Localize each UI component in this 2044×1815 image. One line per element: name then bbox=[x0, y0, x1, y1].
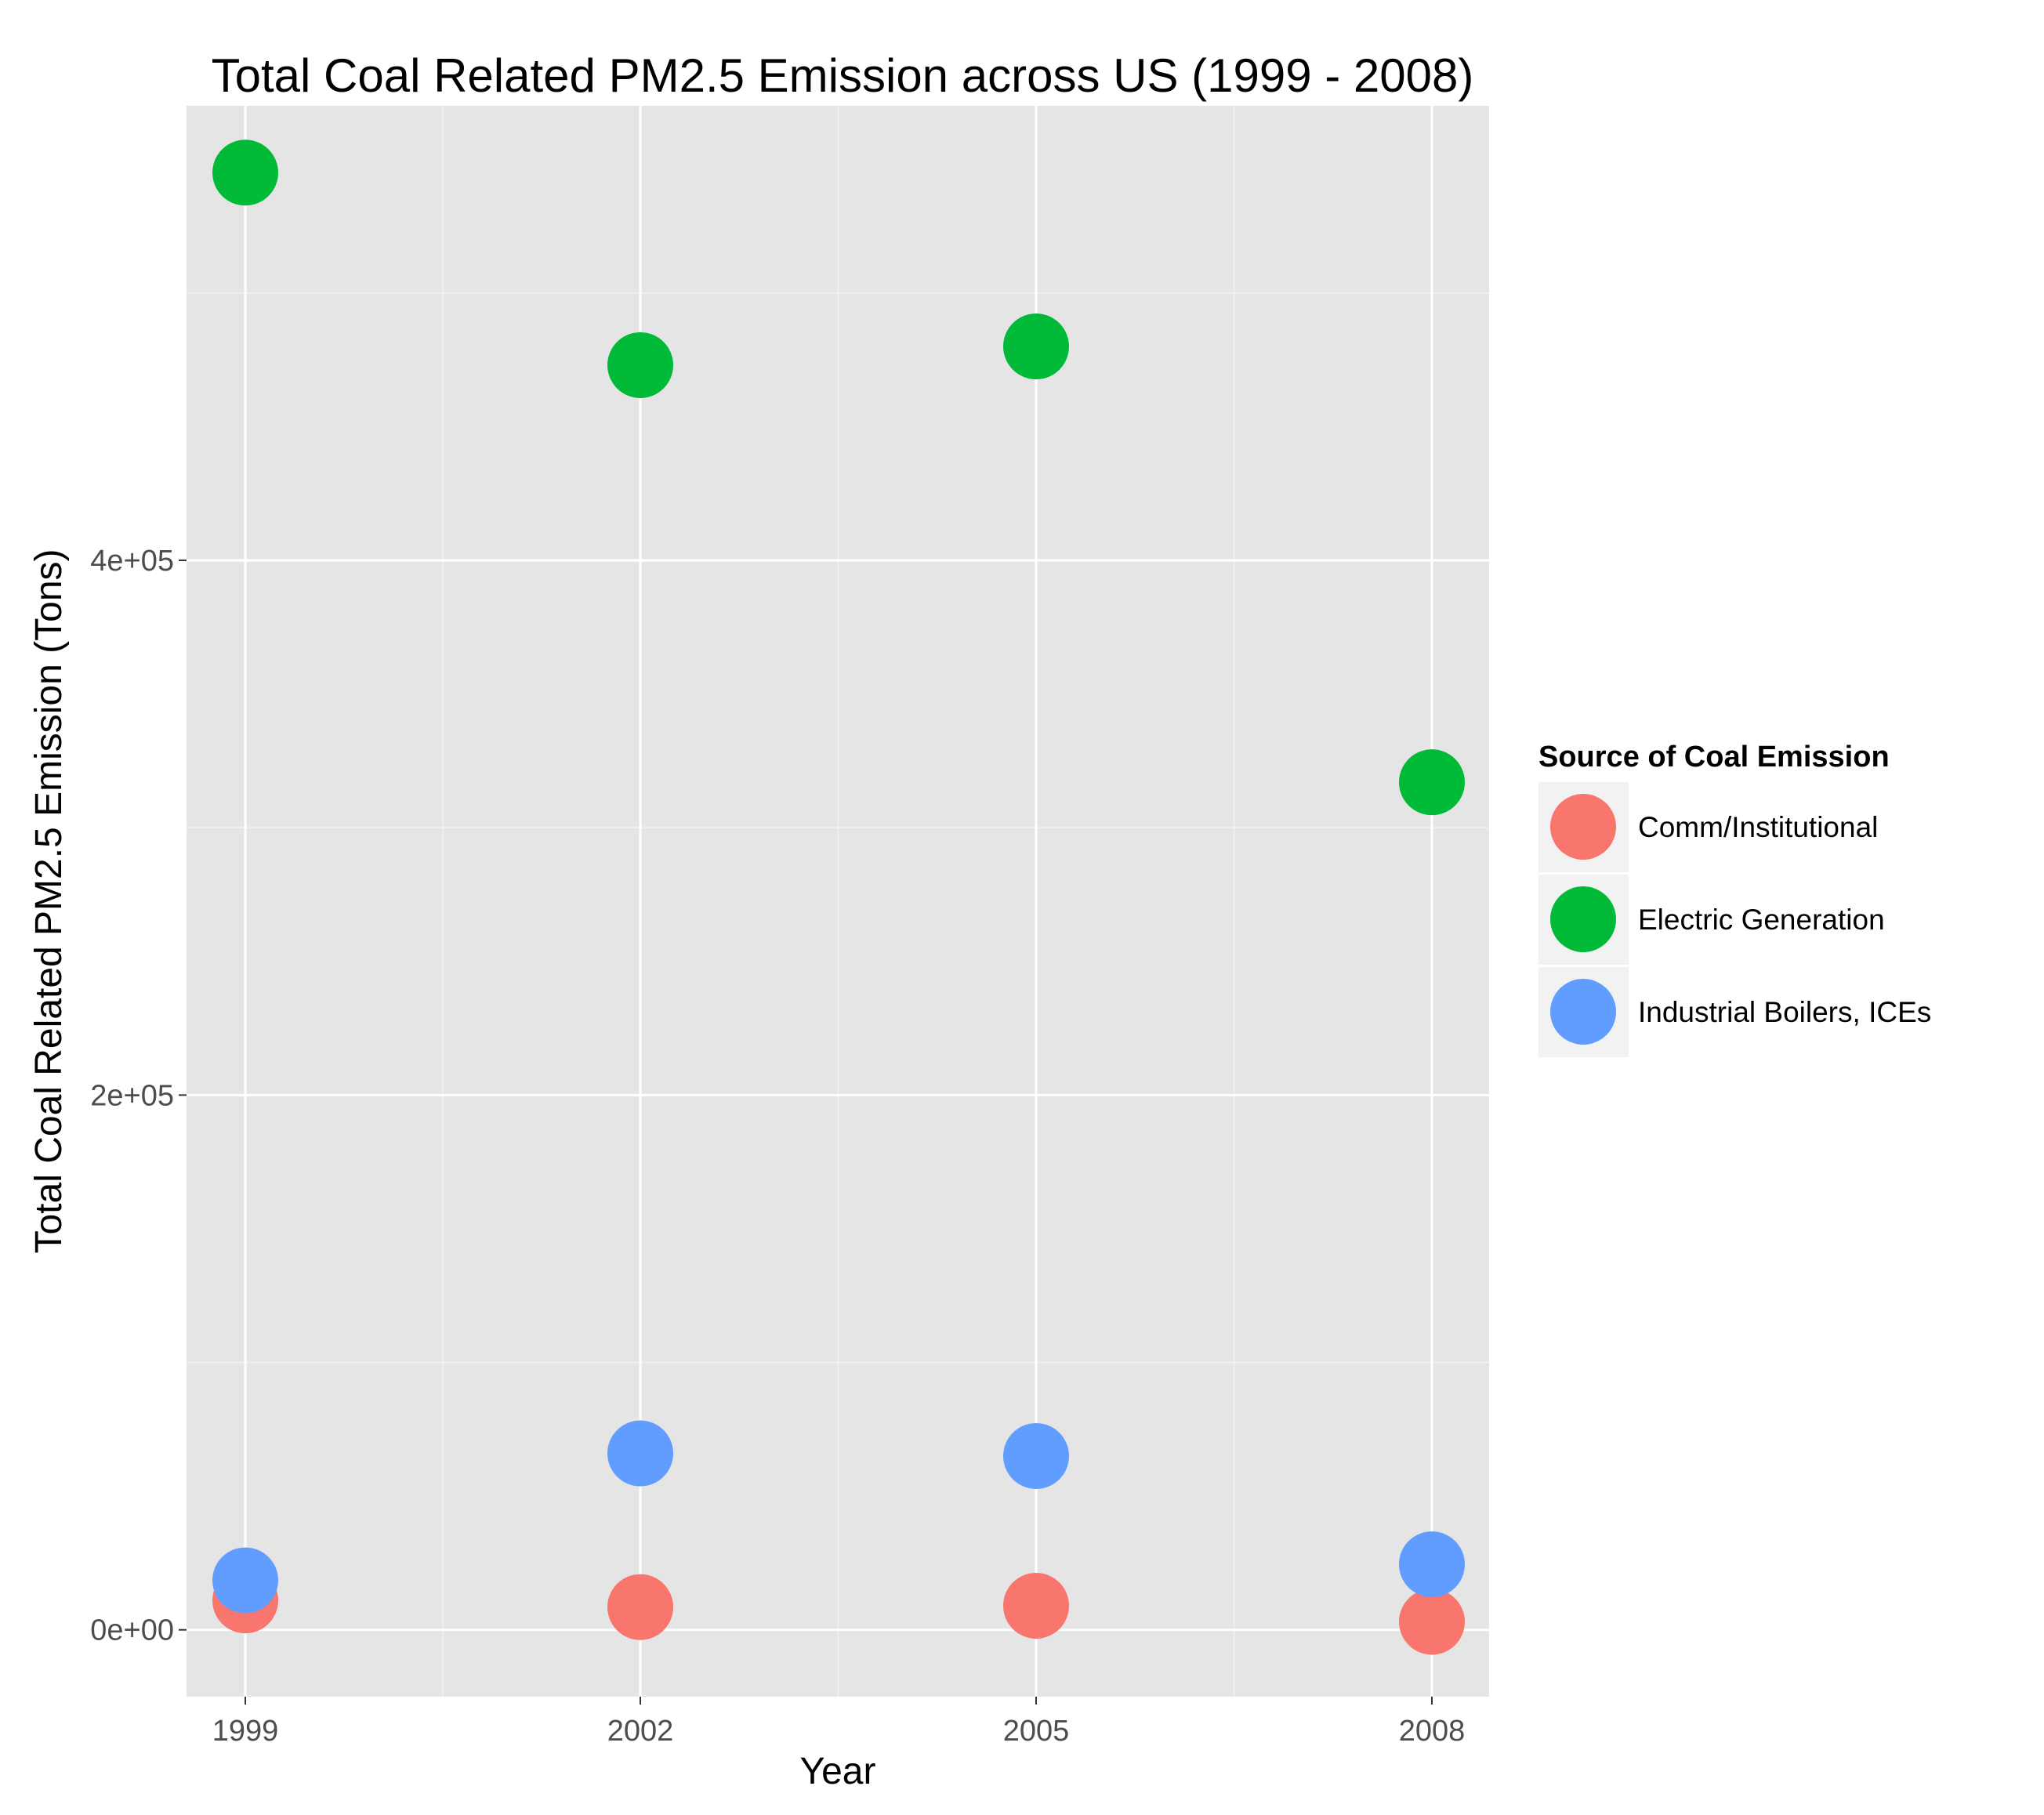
x-tick-label: 1999 bbox=[212, 1715, 279, 1748]
data-point bbox=[1003, 1573, 1069, 1639]
data-point bbox=[1003, 1422, 1069, 1489]
legend: Source of Coal Emission Comm/Institution… bbox=[1538, 741, 1931, 1057]
legend-item-label: Comm/Institutional bbox=[1638, 811, 1878, 843]
y-tick-label: 2e+05 bbox=[90, 1079, 174, 1112]
x-tick-label: 2005 bbox=[1003, 1715, 1070, 1748]
y-tick-label: 4e+05 bbox=[90, 545, 174, 578]
data-point bbox=[212, 139, 278, 206]
data-point bbox=[1399, 1589, 1465, 1655]
data-point bbox=[1003, 313, 1069, 380]
legend-title: Source of Coal Emission bbox=[1538, 741, 1890, 773]
legend-key-swatch bbox=[1550, 979, 1616, 1045]
tick-layer: 0e+00 2e+05 4e+05 1999 2002 2005 2008 bbox=[90, 545, 1465, 1748]
data-point bbox=[1399, 749, 1465, 816]
points-layer bbox=[212, 139, 1465, 1655]
data-point bbox=[212, 1547, 278, 1614]
y-tick-label: 0e+00 bbox=[90, 1614, 174, 1647]
chart-title: Total Coal Related PM2.5 Emission across… bbox=[212, 49, 1474, 102]
data-point bbox=[607, 1574, 673, 1640]
legend-items: Comm/Institutional Electric Generation Ind… bbox=[1538, 782, 1931, 1057]
legend-item-label: Electric Generation bbox=[1638, 904, 1885, 936]
legend-key-swatch bbox=[1550, 886, 1616, 952]
x-axis-title: Year bbox=[800, 1751, 876, 1792]
data-point bbox=[607, 331, 673, 398]
y-axis-title: Total Coal Related PM2.5 Emission (Tons) bbox=[28, 549, 70, 1253]
x-tick-label: 2002 bbox=[607, 1715, 674, 1748]
legend-item-label: Industrial Boilers, ICEs bbox=[1638, 996, 1931, 1028]
data-point bbox=[607, 1420, 673, 1487]
x-tick-label: 2008 bbox=[1399, 1715, 1466, 1748]
data-point bbox=[1399, 1531, 1465, 1598]
legend-key-swatch bbox=[1550, 794, 1616, 860]
